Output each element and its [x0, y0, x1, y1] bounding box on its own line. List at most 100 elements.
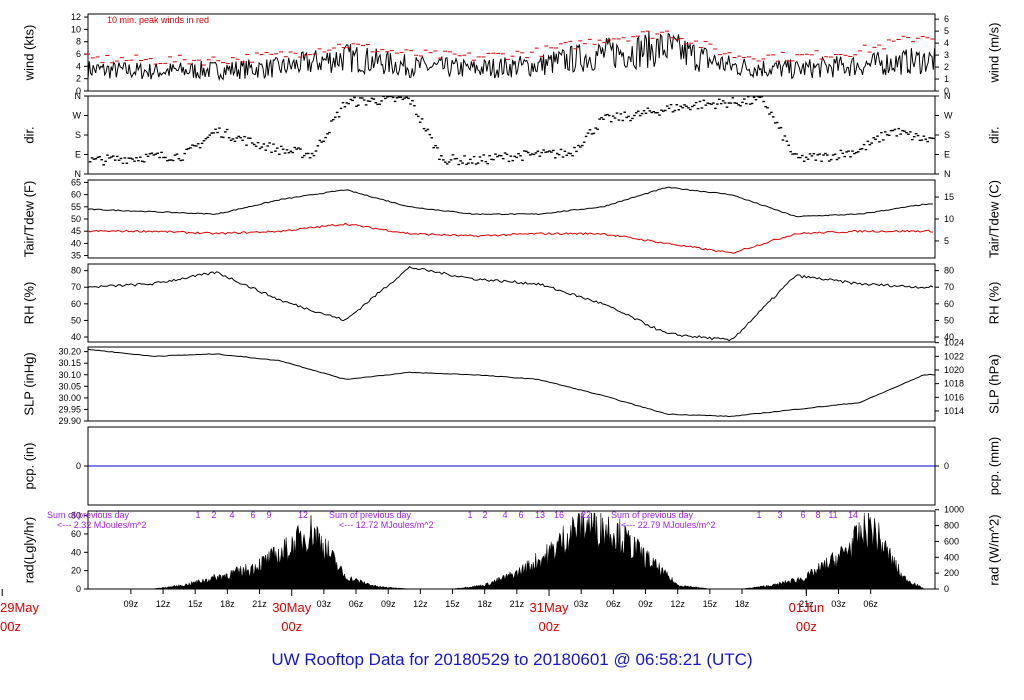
- slp-series: [87, 348, 936, 418]
- rh-tick-label-right: 60: [944, 299, 954, 309]
- slp-tick-label-right: 1014: [944, 406, 964, 416]
- rad-tick-label-left: 20: [71, 566, 81, 576]
- pcp-ylabel-left: pcp. (in): [21, 443, 36, 490]
- x-tick-label: 03z: [574, 599, 589, 609]
- rad-hour-mark: 2: [211, 510, 216, 520]
- slp-tick-label-left: 29.90: [58, 416, 81, 426]
- x-tick-label: 06z: [863, 599, 878, 609]
- dir-tick-label-right: S: [944, 130, 950, 140]
- x-tick-label: 15z: [188, 599, 203, 609]
- x-tick-label: 03z: [317, 599, 332, 609]
- wind-tick-label-right: 5: [944, 26, 949, 36]
- x-axis: 09z 12z 15z 18z 21z 03z 06z 09z 12z 15z 18z 21z 03z 0…: [0, 589, 878, 634]
- rad-hour-mark: 4: [502, 510, 507, 520]
- x-tick-label: 09z: [381, 599, 396, 609]
- wind-ylabel-left: wind (kts): [21, 25, 36, 82]
- wind-frame: [87, 13, 936, 92]
- rad-area: [152, 512, 926, 590]
- slp-tick-label-right: 1018: [944, 379, 964, 389]
- dir-tick-label-right: E: [944, 150, 950, 160]
- wind-tick-label-right: 6: [944, 14, 949, 24]
- dir-tick-label-left: S: [75, 130, 81, 140]
- x-tick-label: 15z: [445, 599, 460, 609]
- temp-series-tdew: [87, 222, 933, 254]
- x-tick-label: 21z: [510, 599, 525, 609]
- x-tick-label: 12z: [413, 599, 428, 609]
- dir-ylabel-right: dir.: [986, 126, 1001, 143]
- dir-tick-label-right: W: [944, 111, 953, 121]
- rh-tick-label-left: 70: [71, 282, 81, 292]
- temp-tick-label-left: 60: [71, 190, 81, 200]
- wind-tick-label-left: 10: [71, 24, 81, 34]
- dir-tick-label-left: W: [73, 111, 82, 121]
- x-day-date: 29May: [0, 600, 40, 615]
- slp-ylabel-right: SLP (hPa): [986, 354, 1001, 414]
- wind-peak-note: 10 min. peak winds in red: [107, 15, 209, 25]
- wind-tick-label-left: 12: [71, 12, 81, 22]
- slp-tick-label-right: 1022: [944, 351, 964, 361]
- slp-tick-label-right: 1024: [944, 338, 964, 348]
- pcp-tick-label-left: 0: [76, 461, 81, 471]
- rh-ylabel-right: RH (%): [986, 282, 1001, 325]
- wind-tick-label-right: 2: [944, 62, 949, 72]
- rad-ylabel-right: rad (W/m^2): [986, 514, 1001, 585]
- rad-hour-mark: 4: [229, 510, 234, 520]
- rad-hour-mark: 6: [800, 510, 805, 520]
- x-tick-label: 21z: [252, 599, 267, 609]
- x-day-hour: 00z: [539, 619, 560, 634]
- rad-hour-mark: 12: [298, 510, 308, 520]
- rad-tick-label-right: 400: [944, 552, 959, 562]
- rad-day-sum-title: Sum of previous day: [611, 510, 694, 520]
- rad-hour-mark: 1: [756, 510, 761, 520]
- chart-title: UW Rooftop Data for 20180529 to 20180601…: [271, 650, 752, 669]
- x-day-hour: 00z: [0, 619, 21, 634]
- x-day-date: 01Jun: [789, 600, 824, 615]
- slp-frame: [87, 346, 936, 422]
- x-tick-label: 12z: [156, 599, 171, 609]
- slp-tick-label-right: 1016: [944, 392, 964, 402]
- rad-tick-label-right: 600: [944, 536, 959, 546]
- slp-tick-label-left: 30.15: [58, 358, 81, 368]
- x-day-date: 31May: [530, 600, 570, 615]
- slp-tick-label-left: 29.95: [58, 404, 81, 414]
- x-tick-label: 09z: [638, 599, 653, 609]
- dir-tick-label-left: N: [75, 91, 82, 101]
- temp-ylabel-left: Tair/Tdew (F): [21, 181, 36, 258]
- rh-tick-label-right: 70: [944, 282, 954, 292]
- rad-hour-mark: 2: [482, 510, 487, 520]
- rad-tick-label-right: 200: [944, 568, 959, 578]
- rh-tick-label-left: 40: [71, 332, 81, 342]
- rad-day-sum-title: Sum of previous day: [329, 510, 412, 520]
- x-tick-label: 09z: [124, 599, 139, 609]
- dir-tick-label-left: N: [75, 169, 82, 179]
- rad-hour-mark: 1: [195, 510, 200, 520]
- rad-tick-label-right: 0: [944, 584, 949, 594]
- wind-peak-series: [86, 30, 935, 66]
- temp-tick-label-left: 35: [71, 251, 81, 261]
- rad-hour-mark: 3: [777, 510, 782, 520]
- rh-series: [87, 265, 934, 342]
- panel-rad: rad(Lgly/hr) rad (W/m^2)02040608002004006…: [21, 505, 1001, 594]
- x-day-date: 30May: [272, 600, 312, 615]
- x-tick-label: 18z: [735, 599, 750, 609]
- dir-tick-label-right: N: [944, 91, 951, 101]
- rad-hour-mark: 6: [250, 510, 255, 520]
- wind-tick-label-right: 3: [944, 50, 949, 60]
- rh-tick-label-left: 60: [71, 299, 81, 309]
- panel-rh: RH (%) RH (%) 40 50 60 70 80 40 50 60 70 80: [21, 263, 1001, 343]
- wind-tick-label-left: 4: [76, 61, 81, 71]
- x-tick-label: 18z: [220, 599, 235, 609]
- rad-ylabel-left: rad(Lgly/hr): [21, 517, 36, 583]
- x-tick-label: 15z: [703, 599, 718, 609]
- x-day-hour: 00z: [796, 619, 817, 634]
- dir-frame: [87, 95, 936, 175]
- x-tick-label: 12z: [670, 599, 685, 609]
- slp-ylabel-left: SLP (inHg): [21, 352, 36, 415]
- temp-tick-label-left: 50: [71, 214, 81, 224]
- x-tick-label: 03z: [831, 599, 846, 609]
- rh-tick-label-right: 40: [944, 332, 954, 342]
- slp-tick-label-right: 1020: [944, 365, 964, 375]
